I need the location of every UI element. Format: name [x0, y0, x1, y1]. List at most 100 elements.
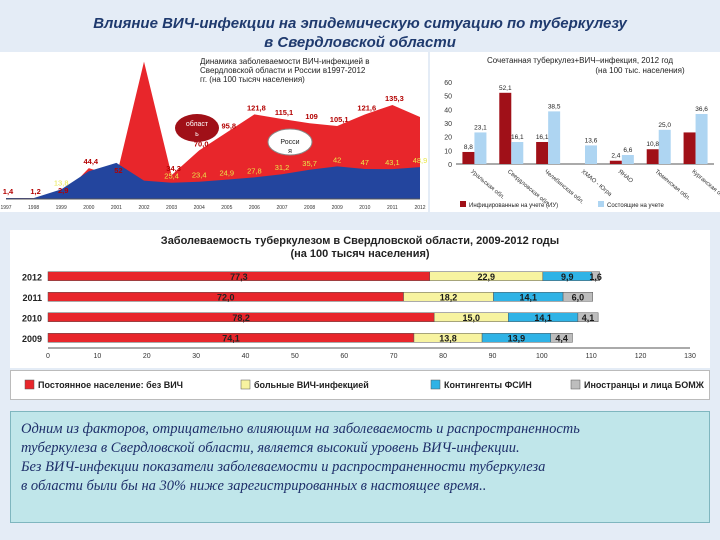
- x-tick-label: 110: [586, 353, 597, 360]
- russia-data-label: 24,9: [219, 169, 234, 178]
- x-tick-label: 70: [390, 353, 398, 360]
- chart1-title-bg: [196, 56, 392, 88]
- y-tick-label: 30: [444, 121, 452, 128]
- russia-callout: [267, 128, 313, 156]
- hiv-bar-label: 2,4: [611, 153, 620, 160]
- region-data-label: 70,0: [194, 139, 209, 148]
- legend-swatch: [570, 379, 581, 390]
- x-tick-label: 30: [192, 353, 200, 360]
- chart1-title-line: Динамика заболеваемости ВИЧ-инфекцией в: [200, 57, 369, 66]
- registered-bar: [548, 111, 561, 164]
- category-label: ХМАО - Югра: [580, 169, 613, 198]
- x-tick-label: 1997: [0, 205, 11, 211]
- russia-callout-label: я: [288, 148, 292, 155]
- x-tick-label: 130: [684, 353, 696, 360]
- legend-label: Контингенты ФСИН: [444, 380, 532, 390]
- registered-bar-label: 6,6: [623, 147, 632, 154]
- registered-bar-label: 23,1: [474, 124, 487, 131]
- region-data-label: 135,3: [385, 94, 404, 103]
- coinfection-panel: Сочетанная туберкулез+ВИЧ–инфекция, 2012…: [430, 52, 720, 212]
- year-label: 2011: [22, 293, 42, 303]
- x-tick-label: 2000: [83, 205, 94, 211]
- legend-swatch: [598, 201, 604, 207]
- hiv-registered-bar: [646, 149, 659, 164]
- note-line: в области были бы на 30% ниже зарегистри…: [21, 478, 487, 494]
- category-label: ЯНАО: [617, 169, 634, 185]
- hiv-dynamics-panel: 1997 1998 1999 2000 2001 2002 2003 2004 2005 2006…: [0, 51, 428, 212]
- x-tick-label: 2012: [414, 205, 425, 211]
- chart3-title-line1: Заболеваемость туберкулезом в Свердловск…: [161, 235, 559, 247]
- y-tick-label: 50: [444, 94, 452, 101]
- hiv-registered-bar: [499, 92, 512, 164]
- x-tick-label: 50: [291, 353, 299, 360]
- segment-label: 4,1: [582, 313, 595, 323]
- hiv-bar-label: 52,1: [499, 85, 512, 92]
- year-label: 2010: [22, 313, 42, 323]
- registered-bar: [474, 132, 487, 164]
- region-data-label: 1,2: [30, 187, 40, 196]
- segment-label: 13,8: [439, 333, 457, 343]
- registered-bar-label: 36,6: [695, 106, 708, 113]
- note-line: туберкулеза в Свердловской области, явля…: [21, 440, 520, 456]
- year-label: 2012: [22, 272, 42, 282]
- category-label: Уральская обл.: [469, 169, 506, 201]
- stacked-segment: [591, 271, 600, 281]
- region-data-label: 197,7: [137, 52, 156, 60]
- slide-title-line2: в Свердловской области: [264, 34, 456, 51]
- registered-bar: [695, 113, 708, 164]
- segment-label: 4,4: [555, 333, 568, 343]
- region-data-label: 44,4: [83, 157, 98, 166]
- region-data-label: 121,8: [247, 103, 266, 112]
- segment-label: 14,1: [519, 292, 537, 302]
- legend-swatch: [240, 379, 251, 390]
- x-tick-label: 80: [439, 353, 447, 360]
- segment-label: 72,0: [217, 292, 235, 302]
- legend-swatch: [430, 379, 441, 390]
- region-data-label: 115,1: [275, 108, 293, 117]
- chart2-title-line1: Сочетанная туберкулез+ВИЧ–инфекция, 2012…: [487, 56, 673, 65]
- hiv-dynamics-chart: 1997 1998 1999 2000 2001 2002 2003 2004 2005 2006…: [0, 51, 428, 211]
- russia-data-label: 27,8: [247, 166, 262, 175]
- region-data-label: 109: [305, 112, 318, 121]
- year-label: 2009: [22, 334, 42, 344]
- russia-data-label: 42: [333, 155, 341, 164]
- stacked-segment: [562, 292, 593, 302]
- russia-callout-label: Росси: [280, 139, 299, 146]
- category-label: Челябинская обл.: [543, 169, 585, 206]
- segment-label: 77,3: [230, 272, 248, 282]
- x-tick-label: 2009: [332, 205, 343, 211]
- region-data-label: 34,3: [166, 164, 181, 173]
- registered-bar-label: 16,1: [511, 134, 524, 141]
- y-tick-label: 0: [448, 162, 452, 169]
- chart1-title-line: Свердловской области и России в1997-2012: [200, 66, 366, 75]
- registered-bar: [511, 141, 524, 164]
- russia-area: [6, 162, 420, 199]
- x-tick-label: 2010: [359, 205, 370, 211]
- tb-incidence-chart: Заболеваемость туберкулезом в Свердловск…: [22, 235, 696, 360]
- category-label: Курганская обл.: [690, 169, 720, 202]
- segment-label: 18,2: [440, 292, 458, 302]
- region-data-label: 1,4: [3, 187, 14, 196]
- registered-bar-label: 25,0: [658, 122, 671, 129]
- region-callout: [175, 114, 219, 142]
- legend-swatch: [460, 201, 466, 207]
- hiv-registered-bar: [683, 132, 696, 164]
- russia-data-label: 43,1: [385, 158, 400, 167]
- x-tick-label: 2011: [387, 205, 398, 211]
- x-tick-label: 2001: [111, 205, 122, 211]
- conclusion-note: Одним из факторов, отрицательно влияющим…: [10, 411, 710, 523]
- tb-incidence-panel: Заболеваемость туберкулезом в Свердловск…: [10, 230, 710, 368]
- y-tick-label: 10: [444, 148, 452, 155]
- x-tick-label: 2008: [304, 205, 315, 211]
- legend-label: больные ВИЧ-инфекцией: [254, 380, 369, 390]
- region-data-label: 95,8: [221, 121, 236, 130]
- x-tick-label: 2002: [138, 205, 149, 211]
- russia-data-label: 48,9: [413, 156, 428, 165]
- hiv-bar-label: 8,8: [464, 144, 473, 151]
- chart2-title-line2: (на 100 тыс. населения): [595, 66, 685, 75]
- x-tick-label: 40: [242, 353, 250, 360]
- x-tick-label: 20: [143, 353, 151, 360]
- russia-data-label: 35,7: [302, 159, 317, 168]
- stacked-segment: [577, 312, 599, 322]
- legend-label: Инфицированные на учете (ИУ): [469, 203, 558, 209]
